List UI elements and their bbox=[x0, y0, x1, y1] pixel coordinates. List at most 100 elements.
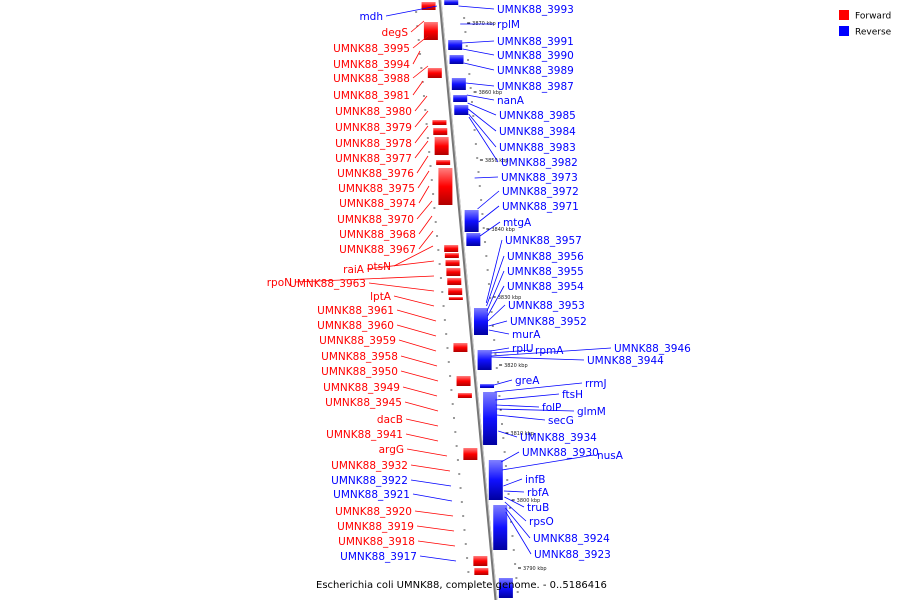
left-leader-line bbox=[410, 20, 425, 33]
right-leader-line bbox=[487, 285, 505, 317]
gene-label-right: infB bbox=[525, 474, 545, 486]
right-leader-line bbox=[466, 94, 495, 101]
gene-label-right: UMNK88_3985 bbox=[499, 110, 576, 122]
right-leader-line bbox=[479, 221, 501, 237]
gene-features bbox=[415, 0, 519, 598]
legend-forward-label: Forward bbox=[855, 12, 891, 22]
gene-label-left: UMNK88_3941 bbox=[326, 429, 403, 441]
legend-reverse-label: Reverse bbox=[855, 28, 892, 38]
right-leader-line bbox=[486, 255, 505, 307]
gene-label-left: UMNK88_3918 bbox=[338, 536, 415, 548]
legend: Forward Reverse bbox=[839, 10, 892, 38]
reverse-gene-block bbox=[498, 578, 513, 598]
gene-label-left: UMNK88_3975 bbox=[338, 183, 415, 195]
left-leader-line bbox=[405, 418, 439, 427]
left-leader-line bbox=[414, 125, 429, 144]
left-leader-line bbox=[414, 510, 454, 517]
left-leader-line bbox=[416, 155, 429, 174]
gene-label-right: rrmJ bbox=[585, 378, 607, 390]
right-leader-line bbox=[496, 414, 546, 421]
reverse-gene-block bbox=[454, 105, 469, 115]
gene-label-right: UMNK88_3934 bbox=[520, 432, 597, 444]
gene-label-right: secG bbox=[548, 415, 574, 427]
left-leader-line bbox=[366, 260, 435, 270]
gene-label-left: UMNK88_3920 bbox=[335, 506, 412, 518]
forward-gene-block bbox=[427, 68, 442, 78]
reverse-gene-block bbox=[493, 505, 508, 550]
gene-label-right: rpmA bbox=[535, 345, 564, 357]
right-leader-line bbox=[488, 329, 510, 335]
gene-label-left: UMNK88_3995 bbox=[333, 43, 410, 55]
forward-gene-block bbox=[448, 288, 463, 295]
left-leader-line bbox=[414, 140, 429, 159]
forward-gene-block bbox=[456, 376, 471, 386]
forward-gene-block bbox=[473, 556, 488, 566]
gene-label-left: mdh bbox=[359, 11, 383, 23]
legend-forward-swatch bbox=[839, 10, 849, 20]
reverse-gene-block bbox=[453, 95, 468, 102]
gene-label-left: UMNK88_3968 bbox=[339, 229, 416, 241]
right-leader-line bbox=[496, 408, 575, 412]
gene-label-right: UMNK88_3984 bbox=[499, 126, 576, 138]
gene-label-right: UMNK88_3993 bbox=[497, 4, 574, 16]
left-leader-line bbox=[418, 185, 430, 204]
reverse-gene-block bbox=[464, 210, 479, 232]
gene-label-right: UMNK88_3989 bbox=[497, 65, 574, 77]
scale-tick-label: 3830 kbp bbox=[498, 295, 522, 301]
right-leader-line bbox=[491, 356, 585, 361]
forward-gene-block bbox=[421, 2, 436, 10]
gene-label-left: UMNK88_3919 bbox=[337, 521, 414, 533]
gene-label-left: UMNK88_3974 bbox=[339, 198, 416, 210]
genome-backbone bbox=[438, 0, 498, 600]
gene-label-right: folP bbox=[542, 402, 561, 414]
scale-tick-label: 3840 kbp bbox=[491, 227, 515, 233]
gene-label-right: UMNK88_3930 bbox=[522, 447, 599, 459]
gene-label-left: UMNK88_3958 bbox=[321, 351, 398, 363]
scale-tick-label: 3860 kbp bbox=[479, 90, 503, 96]
right-leader-line bbox=[498, 430, 518, 438]
scale-tick-label: 3810 kbp bbox=[510, 431, 534, 437]
gene-label-right: UMNK88_3952 bbox=[510, 316, 587, 328]
reverse-gene-block bbox=[449, 55, 464, 64]
gene-label-right: nusA bbox=[597, 450, 624, 462]
legend-reverse-swatch bbox=[839, 26, 849, 36]
reverse-gene-block bbox=[451, 78, 466, 90]
gene-label-left: UMNK88_3961 bbox=[317, 305, 394, 317]
left-leader-line bbox=[412, 65, 429, 79]
gene-label-right: mtgA bbox=[503, 217, 532, 229]
left-leader-line bbox=[406, 448, 448, 457]
gene-label-right: UMNK88_3972 bbox=[502, 186, 579, 198]
left-leader-line bbox=[400, 370, 439, 382]
left-leader-line bbox=[385, 5, 438, 17]
gene-label-left: UMNK88_3978 bbox=[335, 138, 412, 150]
gene-label-left: UMNK88_3963 bbox=[289, 278, 366, 290]
gene-label-left: UMNK88_3959 bbox=[319, 335, 396, 347]
right-leader-line bbox=[488, 320, 508, 327]
gene-label-left: UMNK88_3950 bbox=[321, 366, 398, 378]
gene-label-left: UMNK88_3980 bbox=[335, 106, 412, 118]
forward-gene-block bbox=[432, 120, 447, 125]
forward-gene-block bbox=[434, 137, 449, 155]
gene-label-left: UMNK88_3932 bbox=[331, 460, 408, 472]
right-leader-line bbox=[485, 239, 503, 304]
gene-label-right: UMNK88_3957 bbox=[505, 235, 582, 247]
gene-label-right: UMNK88_3982 bbox=[501, 157, 578, 169]
right-leader-line bbox=[503, 478, 523, 487]
left-leader-line bbox=[418, 230, 434, 250]
gene-label-right: UMNK88_3971 bbox=[502, 201, 579, 213]
left-leader-line bbox=[417, 540, 456, 547]
right-leader-line bbox=[501, 454, 595, 471]
backbone-highlight bbox=[440, 0, 498, 600]
gene-labels: mdh degS UMNK88_3995 UMNK88_3994 UMNK88_3988… bbox=[267, 4, 691, 563]
right-leader-line bbox=[478, 205, 500, 223]
left-leader-line bbox=[402, 386, 438, 397]
right-leader-line bbox=[504, 501, 527, 522]
right-leader-line bbox=[458, 5, 495, 10]
right-leader-line bbox=[494, 382, 583, 393]
left-leader-line bbox=[414, 95, 428, 112]
gene-label-left: ptsN bbox=[367, 261, 391, 273]
gene-label-right: UMNK88_3954 bbox=[507, 281, 584, 293]
scale-tick-label: 3850 kbp bbox=[485, 158, 509, 164]
left-leader-line bbox=[412, 493, 453, 502]
